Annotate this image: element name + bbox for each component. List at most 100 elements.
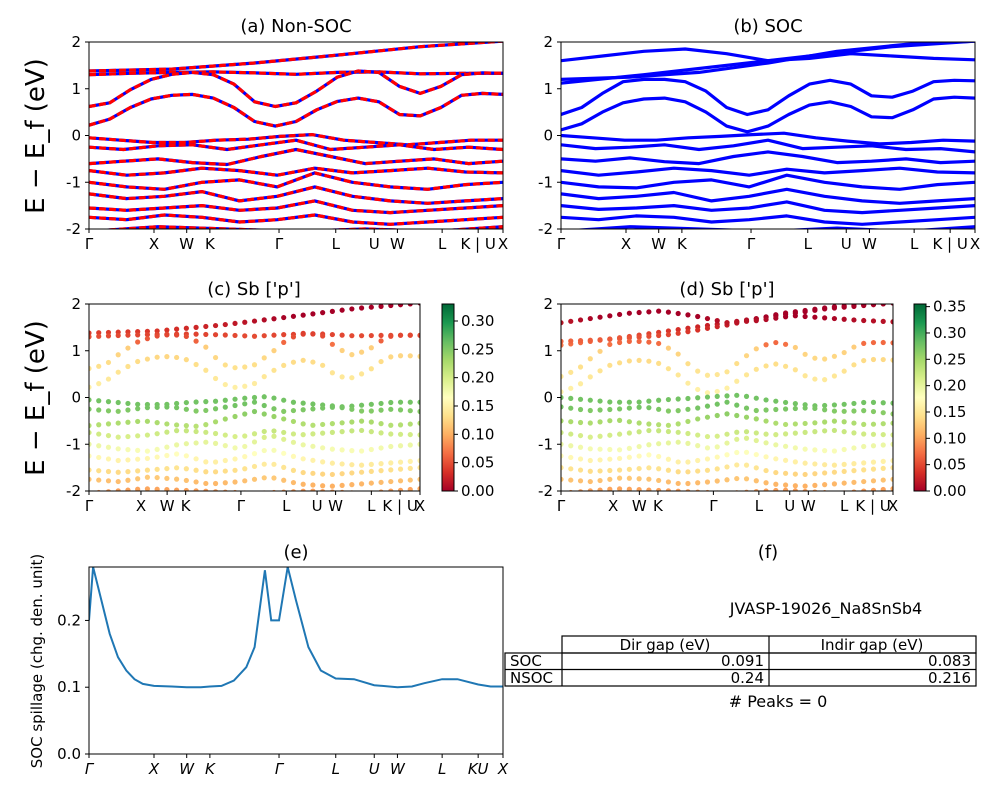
panel-d-point	[802, 488, 808, 491]
panel-b-xtick-label: W	[862, 235, 877, 253]
material-id-label: JVASP-19026_Na8SnSb4	[729, 599, 922, 619]
panel-d-point	[597, 314, 603, 320]
panel-d-point	[782, 421, 789, 428]
panel-d-point	[831, 418, 838, 424]
panel-d-point	[870, 399, 877, 405]
panel-d-point	[743, 435, 750, 441]
panel-b-ytick-label: -1	[538, 173, 553, 191]
panel-d-point	[616, 339, 623, 346]
panel-c-point	[329, 489, 335, 491]
panel-d-point	[782, 457, 789, 463]
panel-c-point	[339, 374, 345, 380]
panel-d-point	[792, 430, 798, 436]
panel-c-point	[164, 465, 170, 472]
panel-d-point	[890, 411, 893, 417]
panel-d-point	[851, 445, 857, 451]
panel-d-point	[812, 471, 818, 477]
panel-c-xtick-label: W	[160, 497, 175, 515]
panel-d-point	[890, 400, 893, 406]
panel-d-point	[880, 318, 886, 324]
panel-d-point	[725, 490, 729, 491]
panel-c-point	[115, 457, 121, 464]
panel-c-point	[407, 421, 413, 427]
panel-a-ytick-label: 0	[71, 127, 81, 145]
panel-c-point	[368, 429, 374, 435]
panel-d-point	[587, 434, 593, 440]
panel-d-point	[763, 440, 769, 446]
panel-c-point	[329, 446, 335, 452]
panel-c-xtick-label: X	[415, 497, 425, 515]
panel-d-point	[782, 487, 789, 491]
panel-c-point	[407, 399, 413, 405]
panel-c-point	[115, 469, 121, 475]
panel-c-xtick-label: W	[328, 497, 343, 515]
panel-a-xtick-label: X	[498, 235, 508, 253]
spillage-series-line	[89, 567, 503, 689]
panel-c-point	[290, 418, 297, 425]
panel-c-point	[144, 474, 151, 480]
panel-d-point	[568, 405, 574, 411]
panel-d-ytick-label: -1	[538, 435, 553, 453]
panel-c-point	[378, 479, 384, 485]
panel-d-point	[812, 461, 818, 467]
panel-c-point	[271, 433, 277, 439]
panel-d-point	[646, 398, 652, 404]
panel-c-point	[407, 332, 413, 338]
panel-c-point	[358, 427, 365, 434]
panel-c-point	[213, 489, 219, 491]
panel-d-point	[636, 443, 642, 450]
panel-c-point	[251, 399, 258, 405]
panel-c-point	[339, 429, 345, 435]
panel-c-point	[320, 483, 326, 489]
panel-d-point	[695, 457, 701, 464]
panel-c-point	[203, 469, 209, 475]
panel-d-point	[831, 408, 838, 414]
panel-c-point	[105, 408, 112, 414]
panel-b-band-line	[561, 150, 975, 166]
panel-d-point	[685, 329, 691, 335]
panel-c-xtick-label: Γ	[85, 497, 94, 515]
panel-c-point	[310, 482, 316, 488]
panel-d-point	[685, 430, 691, 437]
panel-d-point	[753, 346, 759, 352]
panel-d-point	[792, 401, 798, 407]
panel-d-point	[861, 467, 867, 473]
panel-d-point	[734, 319, 740, 325]
panel-c-point	[96, 443, 102, 449]
panel-c-point	[212, 398, 219, 404]
panel-d-point	[812, 306, 818, 312]
panel-d-point	[861, 478, 867, 485]
panel-d-point	[607, 486, 613, 491]
panel-d-point	[773, 481, 779, 487]
panel-d-point	[675, 310, 681, 317]
panel-d-point	[561, 394, 564, 401]
panel-d-point	[636, 404, 642, 410]
panel-a-band-line-red	[89, 147, 503, 167]
panel-c-point	[89, 441, 92, 447]
panel-f-title: (f)	[758, 542, 778, 563]
panel-d-point	[695, 416, 701, 422]
panel-a-xtick-label: W	[390, 235, 405, 253]
panel-d-point	[636, 465, 642, 472]
panel-d-point	[782, 482, 789, 488]
panel-c-point	[212, 375, 219, 382]
panel-d-point	[861, 357, 867, 364]
panel-c-point	[358, 305, 365, 311]
panel-c-point	[281, 489, 287, 491]
panel-c-point	[203, 331, 209, 338]
panel-c-point	[417, 458, 420, 464]
panel-c-point	[183, 453, 189, 459]
panel-c-point	[251, 476, 258, 482]
panel-d-point	[782, 310, 789, 316]
panel-d-point	[607, 362, 613, 368]
panel-d-point	[685, 418, 691, 425]
panel-c-point	[339, 347, 345, 354]
panel-c-point	[115, 420, 121, 426]
panel-b-ytick-label: 2	[543, 33, 553, 51]
panel-e-xtick-label: KU	[468, 760, 489, 778]
panel-d-point	[656, 340, 662, 347]
panel-d-point	[724, 385, 730, 391]
panel-a-ytick-label: 2	[71, 33, 81, 51]
panel-c-point	[281, 339, 287, 345]
